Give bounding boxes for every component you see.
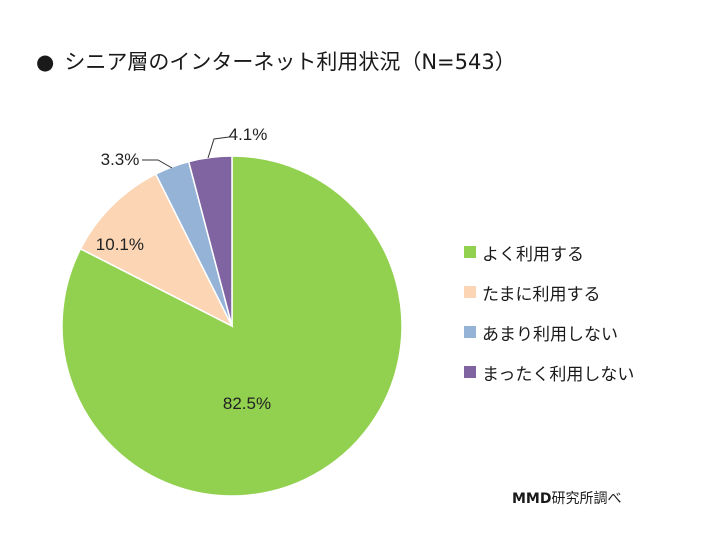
legend-item-sometimes: たまに利用する bbox=[464, 272, 634, 312]
legend-item-often: よく利用する bbox=[464, 232, 634, 272]
leader-lines bbox=[142, 136, 230, 169]
leader-line bbox=[207, 136, 230, 159]
legend-label: たまに利用する bbox=[482, 284, 601, 305]
source-text: 研究所調べ bbox=[551, 491, 622, 507]
slice-label-rarely: 3.3% bbox=[101, 150, 140, 169]
leader-line bbox=[142, 159, 173, 169]
legend-item-rarely: あまり利用しない bbox=[464, 312, 634, 352]
slice-label-never: 4.1% bbox=[229, 125, 268, 144]
legend-swatch bbox=[464, 366, 476, 378]
slice-never bbox=[187, 155, 233, 327]
pie-slices bbox=[61, 155, 403, 497]
source-brand: MMD bbox=[512, 491, 552, 507]
slice-label-often: 82.5% bbox=[223, 394, 271, 413]
legend-swatch bbox=[464, 286, 476, 298]
legend-label: まったく利用しない bbox=[482, 364, 635, 385]
slice-sometimes bbox=[79, 173, 234, 328]
legend-label: よく利用する bbox=[482, 244, 584, 265]
slice-label-sometimes: 10.1% bbox=[96, 235, 144, 254]
legend-item-never: まったく利用しない bbox=[464, 352, 634, 392]
legend: よく利用する たまに利用する あまり利用しない まったく利用しない bbox=[464, 232, 634, 392]
legend-swatch bbox=[464, 326, 476, 338]
chart-title: ● シニア層のインターネット利用状況（N=543） bbox=[36, 46, 516, 76]
legend-swatch bbox=[464, 246, 476, 258]
title-text: シニア層のインターネット利用状況（N=543） bbox=[64, 50, 516, 74]
slice-labels: 82.5% 10.1% 3.3% 4.1% bbox=[96, 125, 271, 413]
title-bullet: ● bbox=[36, 50, 55, 74]
source-note: MMD研究所調べ bbox=[512, 488, 621, 508]
legend-label: あまり利用しない bbox=[482, 324, 618, 345]
